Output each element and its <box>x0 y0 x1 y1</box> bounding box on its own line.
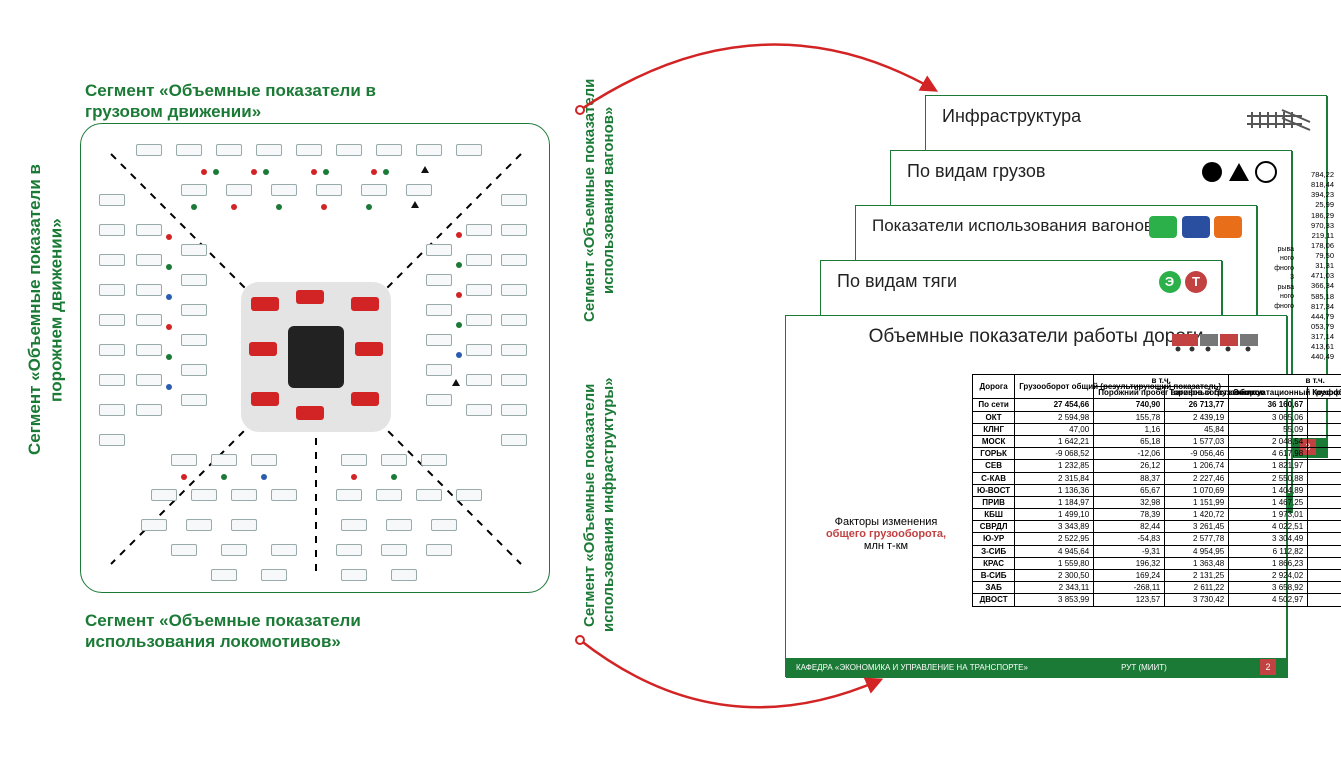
card-footer: КАФЕДРА «ЭКОНОМИКА И УПРАВЛЕНИЕ НА ТРАНС… <box>786 658 1286 676</box>
traction-chips: Э Т <box>1159 271 1207 293</box>
rails-icon <box>1242 106 1312 141</box>
footer-left: КАФЕДРА «ЭКОНОМИКА И УПРАВЛЕНИЕ НА ТРАНС… <box>796 663 1028 672</box>
table-row: ПРИВ1 184,9732,981 151,991 467,25-315,26 <box>973 496 1341 508</box>
card-title: По видам грузов <box>907 161 1045 182</box>
card-road-volumes: Объемные показатели работы дороги Фактор… <box>785 315 1287 677</box>
table-row: ОКТ2 594,98155,782 439,193 065,06-625,86 <box>973 411 1341 423</box>
th-gap: Коэффициент разрыва эксплуатационного гр… <box>1308 387 1341 399</box>
footer-right: РУТ (МИИТ) <box>1121 663 1167 672</box>
peek-mid: рываногофного3рываногофного <box>1260 245 1294 311</box>
wagon-chips <box>1149 216 1242 243</box>
train-icon <box>1172 330 1262 357</box>
page-badge: 2 <box>1260 659 1276 675</box>
table-row: МОСК1 642,2165,181 577,032 048,54-471,51 <box>973 435 1341 447</box>
segment-right2-label: Сегмент «Объемные показатели использован… <box>581 370 619 640</box>
th-tariff: Тарифный грузооборот <box>1165 387 1229 399</box>
table-row: ЗАБ2 343,11-268,112 611,223 658,92-1 047… <box>973 582 1341 594</box>
table-row: ДВОСТ3 853,99123,573 730,424 502,97-772,… <box>973 594 1341 606</box>
table-row: З-СИБ4 945,64-9,314 954,956 112,82-1 157… <box>973 545 1341 557</box>
table-row: Ю-ВОСТ1 136,3665,671 070,691 404,89-334,… <box>973 484 1341 496</box>
table-row: Ю-УР2 522,95-54,832 577,783 304,49-726,7… <box>973 533 1341 545</box>
table-row: По сети27 454,66740,9026 713,7736 160,67… <box>973 399 1341 411</box>
segment-diagram <box>80 123 550 593</box>
table-row: СВРДЛ3 343,8982,443 261,454 022,51-761,0… <box>973 521 1341 533</box>
table-row: С-КАВ2 315,8488,372 227,462 550,88-323,4… <box>973 472 1341 484</box>
th-group2: в т.ч. <box>1229 375 1341 387</box>
th-total: Грузооборот общий (результирующий показа… <box>1015 375 1094 399</box>
table-row: ГОРЬК-9 068,52-12,06-9 056,464 617,98-43… <box>973 448 1341 460</box>
table-row: КЛНГ47,001,1645,8455,09-9,25 <box>973 423 1341 435</box>
peek-numbers-far: 784,22818,44394,2325,99186,29970,33219,1… <box>1296 170 1334 362</box>
volumes-table: Дорога Грузооборот общий (результирующий… <box>972 374 1341 607</box>
segment-right1-label: Сегмент «Объемные показатели использован… <box>581 65 619 335</box>
factor-caption: Факторы изменения общего грузооборота, м… <box>806 516 966 552</box>
th-expl: Эксплуатационный грузооборот <box>1229 387 1308 399</box>
table-row: СЕВ1 232,8526,121 206,741 821,97-615,23 <box>973 460 1341 472</box>
card-title: Показатели использования вагонов <box>872 216 1153 236</box>
table-row: КБШ1 499,1078,391 420,721 973,01-552,30 <box>973 509 1341 521</box>
th-empty: Порожний пробег вагонов собственников <box>1094 387 1165 399</box>
segment-bottom-label: Сегмент «Объемные показатели использован… <box>85 610 415 653</box>
card-title: По видам тяги <box>837 271 957 292</box>
diagram-core <box>241 282 391 432</box>
table-row: В-СИБ2 300,50169,242 131,252 924,02-792,… <box>973 570 1341 582</box>
card-title: Инфраструктура <box>942 106 1081 127</box>
table-row: КРАС1 559,80196,321 363,481 866,23-502,7… <box>973 557 1341 569</box>
segment-top-label: Сегмент «Объемные показатели в грузовом … <box>85 80 415 123</box>
th-road: Дорога <box>973 375 1015 399</box>
shapes-icon <box>1202 161 1277 183</box>
segment-left-label: Сегмент «Объемные показатели в порожнем … <box>24 145 67 475</box>
